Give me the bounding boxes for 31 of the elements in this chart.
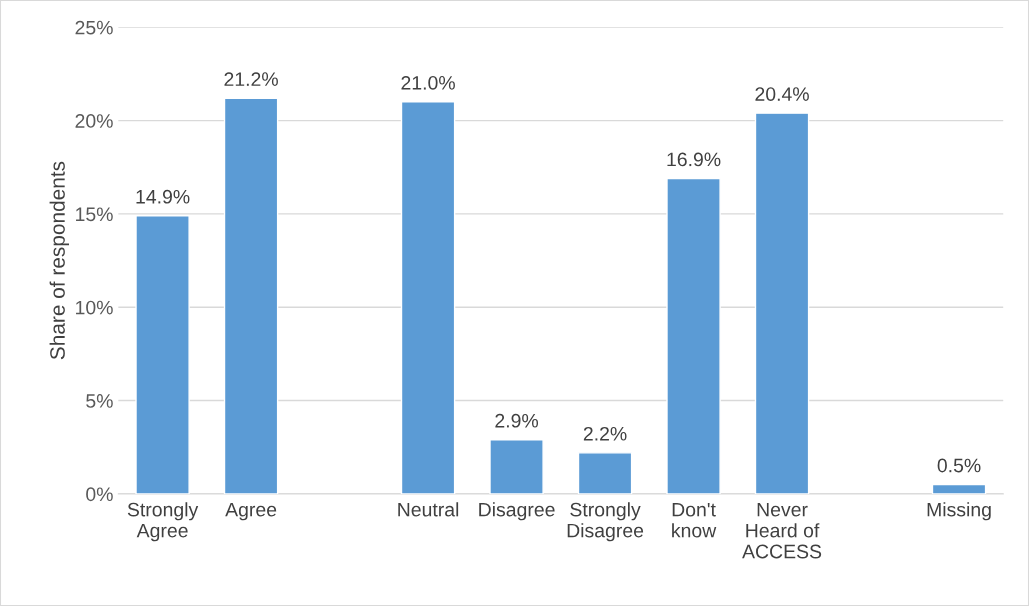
x-tick-label: Missing <box>927 502 991 521</box>
bar <box>135 215 190 494</box>
y-tick-label: 25% <box>75 20 113 35</box>
bar <box>754 112 810 494</box>
bar <box>666 177 721 494</box>
data-label: 20.4% <box>755 87 809 101</box>
x-tick-label: Strongly Disagree <box>567 502 644 542</box>
bar <box>489 439 544 494</box>
x-tick-label: Neutral <box>398 502 459 517</box>
y-tick-label: 10% <box>76 300 113 315</box>
x-tick-label: Don't know <box>672 502 717 538</box>
y-axis-title: Share of respondents <box>49 161 69 360</box>
bar <box>931 483 987 494</box>
y-tick-label: 15% <box>76 207 113 222</box>
data-label: 2.9% <box>495 413 539 428</box>
bar <box>400 101 456 494</box>
y-tick-label: 20% <box>75 114 113 128</box>
x-tick-label: Never Heard of ACCESS <box>742 502 822 559</box>
x-tick-label: Disagree <box>479 502 555 521</box>
bar <box>577 452 633 494</box>
data-label: 16.9% <box>667 152 721 167</box>
y-tick-label: 5% <box>86 394 113 408</box>
bar <box>223 97 279 494</box>
data-label: 14.9% <box>136 189 190 204</box>
x-tick-label: Strongly Agree <box>127 502 199 542</box>
y-tick-label: 0% <box>86 487 113 502</box>
data-label: 2.2% <box>583 426 627 441</box>
x-tick-label: Agree <box>225 502 277 521</box>
data-label: 21.2% <box>224 72 278 86</box>
data-label: 21.0% <box>401 75 455 90</box>
data-label: 0.5% <box>937 458 981 473</box>
